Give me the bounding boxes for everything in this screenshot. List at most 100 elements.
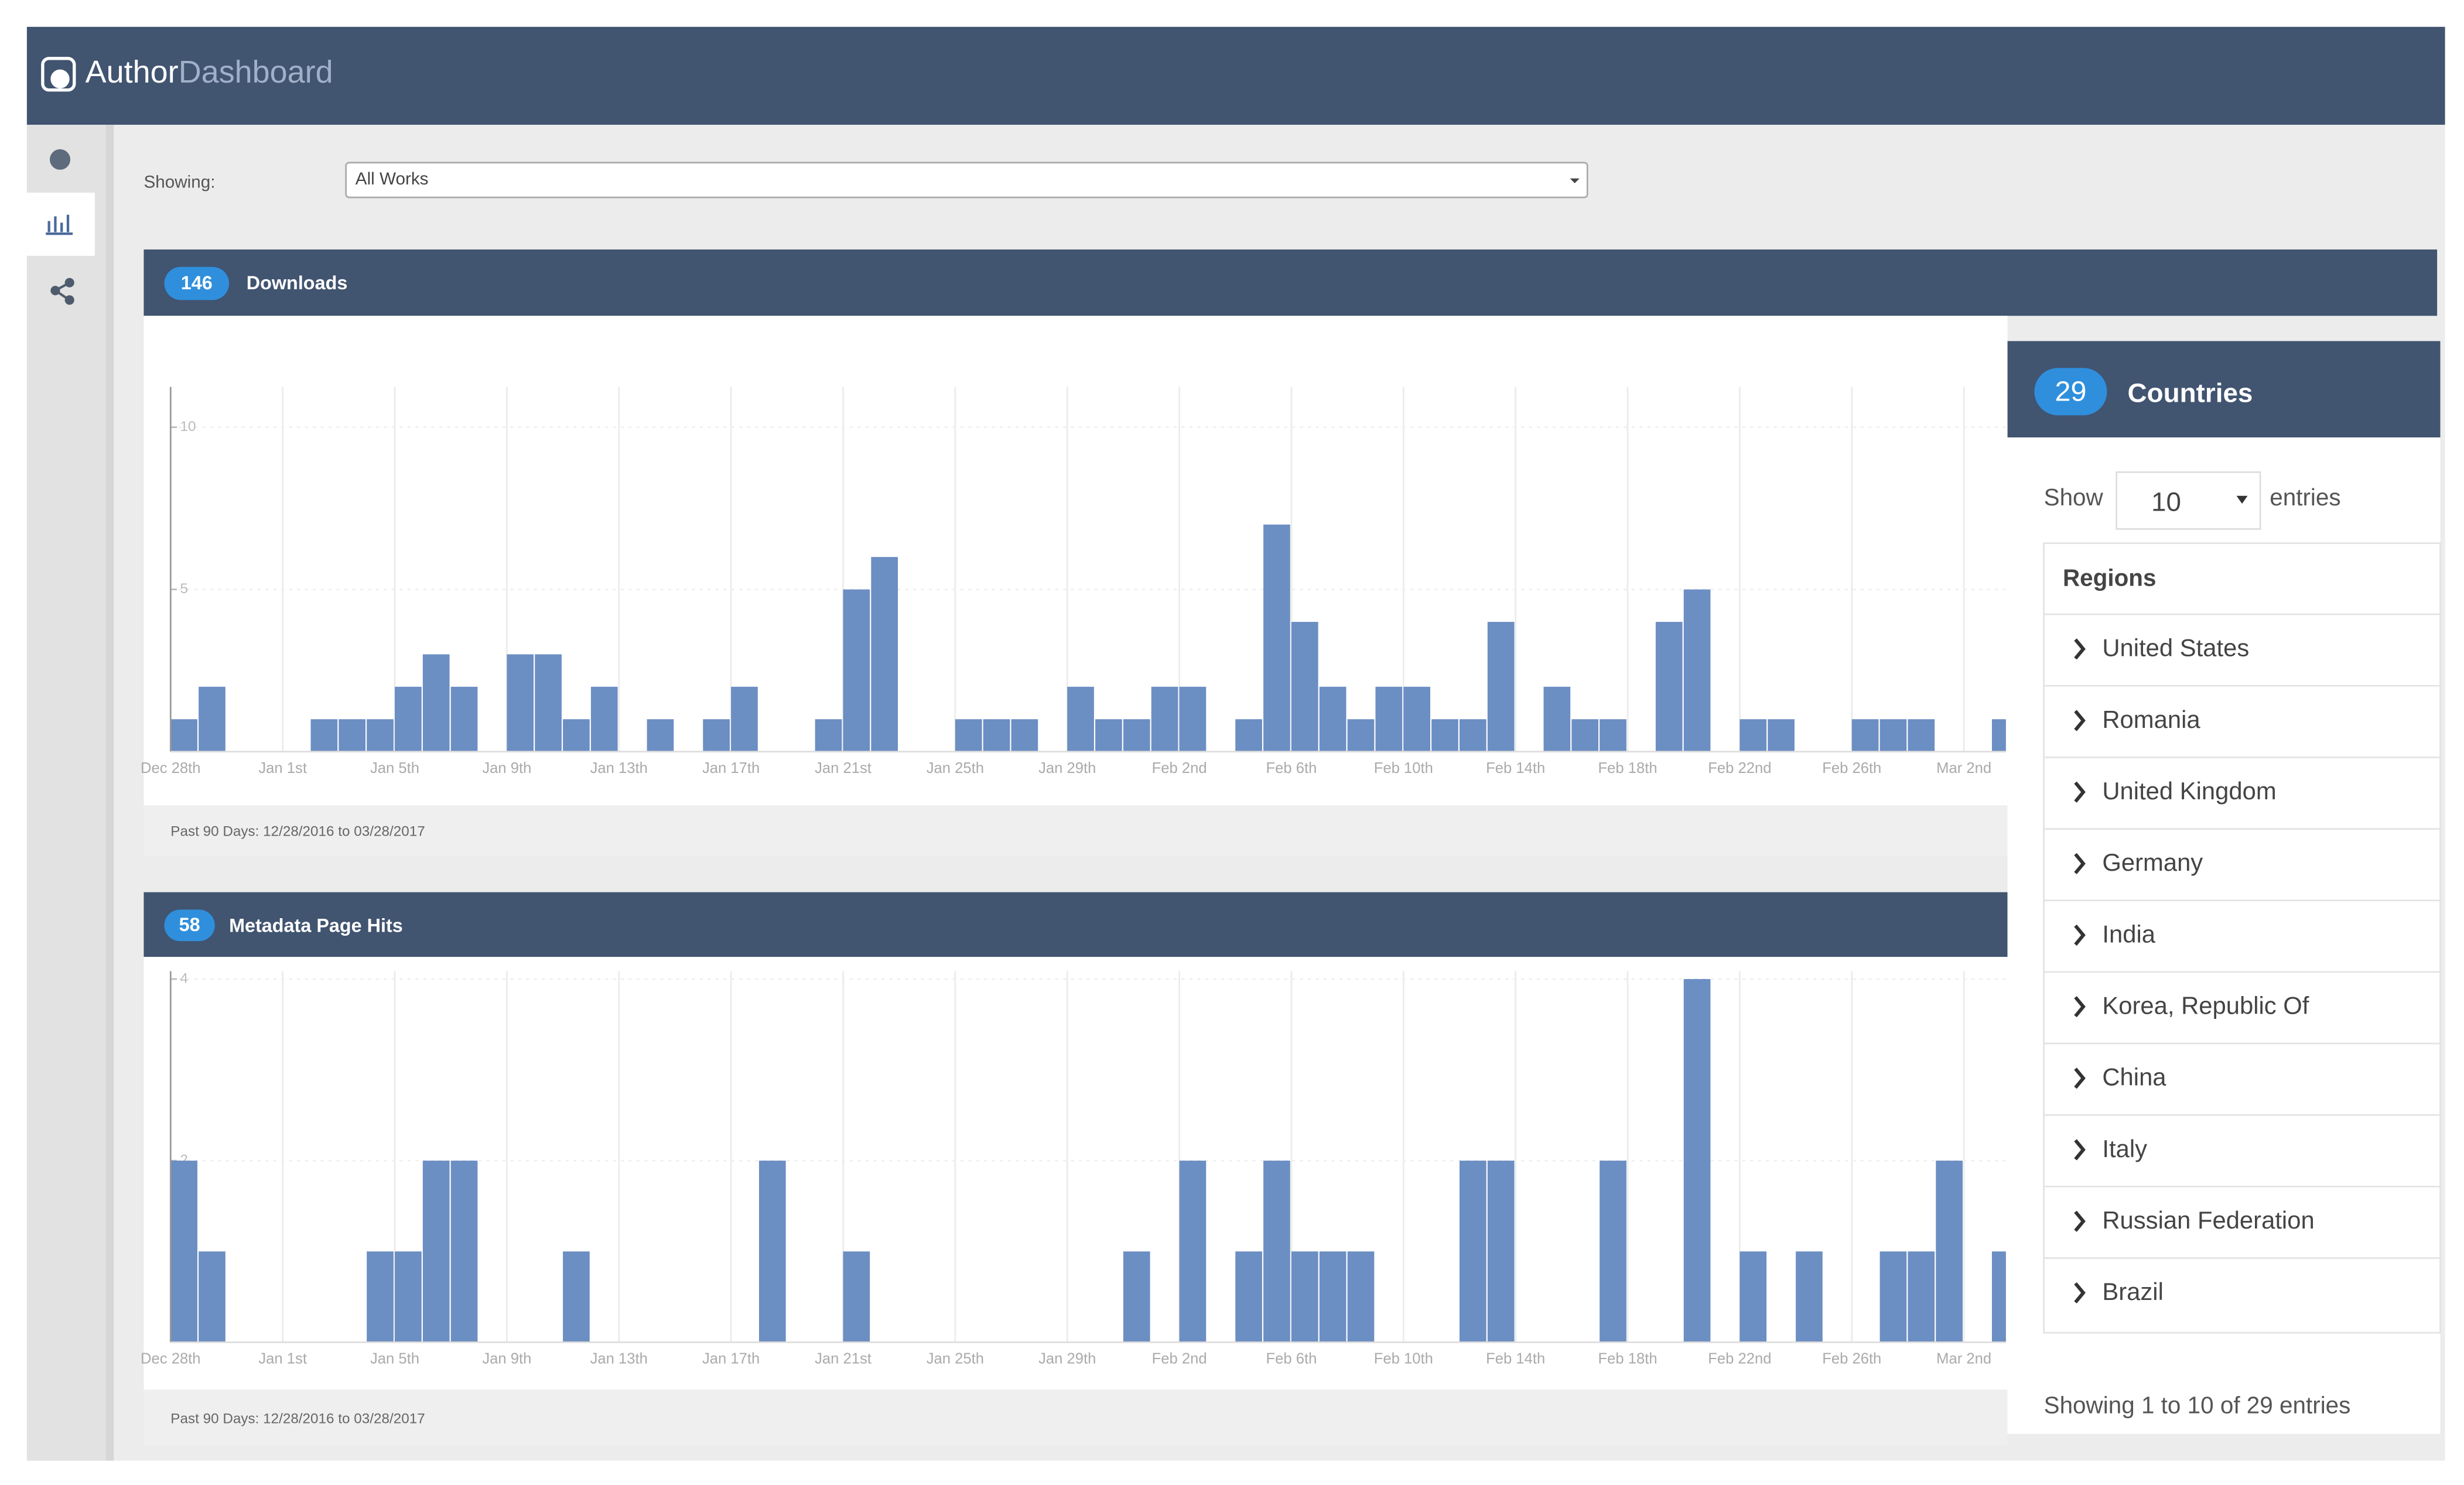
region-name[interactable]: China: [2102, 1063, 2166, 1091]
bar: [1347, 1251, 1375, 1343]
entries-label: entries: [2270, 484, 2340, 511]
bar: [1908, 1251, 1935, 1343]
bar: [1600, 1161, 1626, 1343]
bar: [1431, 719, 1458, 752]
logo-icon: [41, 57, 76, 92]
x-tick-label: Mar 2nd: [1936, 1351, 1991, 1367]
countries-title: Countries: [2128, 378, 2253, 408]
region-name[interactable]: Romania: [2102, 706, 2200, 733]
x-tick-label: Feb 18th: [1598, 1351, 1657, 1367]
panel-header: [143, 892, 2008, 957]
region-name[interactable]: United States: [2102, 634, 2249, 662]
count: 146: [181, 272, 213, 293]
x-tick-label: Feb 14th: [1486, 760, 1545, 776]
x-tick-label: Feb 6th: [1266, 1351, 1317, 1367]
bar: [1291, 622, 1318, 752]
x-tick-label: Feb 2nd: [1152, 760, 1207, 776]
bar: [1011, 719, 1038, 752]
logo-icon-dot: [50, 69, 70, 89]
bar: [1851, 719, 1879, 752]
date-range: Past 90 Days: 12/28/2016 to 03/28/2017: [170, 824, 425, 840]
x-tick-label: Feb 26th: [1822, 1351, 1881, 1367]
x-tick-label: Jan 5th: [370, 760, 419, 776]
bar: [590, 686, 618, 752]
x-tick-label: Jan 29th: [1038, 760, 1096, 776]
share-icon[interactable]: [50, 278, 74, 305]
count-badge: [164, 909, 215, 942]
bar: [1683, 978, 1711, 1343]
expand-chevron[interactable]: [2074, 853, 2086, 874]
panel-footer: [143, 1390, 2008, 1445]
bar: [731, 686, 758, 752]
x-tick-label: Jan 21st: [815, 760, 872, 776]
x-tick-label: Jan 1st: [258, 1351, 307, 1367]
x-tick-label: Jan 1st: [258, 760, 307, 776]
expand-chevron[interactable]: [2074, 1282, 2086, 1303]
bar: [1796, 1251, 1823, 1343]
bar: [1683, 589, 1711, 752]
region-name[interactable]: Korea, Republic Of: [2102, 992, 2309, 1019]
region-name[interactable]: India: [2102, 920, 2155, 947]
chart-icon: [46, 214, 73, 235]
bar: [1403, 686, 1430, 752]
works-select[interactable]: [345, 162, 1588, 199]
x-tick-label: Dec 28th: [141, 1351, 201, 1367]
expand-chevron[interactable]: [2074, 1067, 2086, 1089]
x-tick-label: Jan 17th: [702, 760, 760, 776]
panel-footer: [143, 805, 2008, 856]
globe-icon[interactable]: [50, 149, 71, 170]
bar: [563, 1251, 590, 1343]
x-tick-label: Feb 10th: [1374, 1351, 1433, 1367]
expand-chevron[interactable]: [2074, 781, 2086, 803]
region-name[interactable]: Italy: [2102, 1135, 2147, 1162]
bar: [703, 719, 730, 752]
expand-chevron[interactable]: [2074, 1139, 2086, 1161]
region-name[interactable]: Brazil: [2102, 1278, 2163, 1305]
bar: [422, 1161, 450, 1343]
x-tick-label: Feb 22nd: [1708, 1351, 1771, 1367]
expand-chevron[interactable]: [2074, 996, 2086, 1018]
bar: [1179, 1161, 1207, 1343]
bar: [422, 654, 450, 752]
bar: [1487, 1161, 1515, 1343]
x-tick-label: Feb 14th: [1486, 1351, 1545, 1367]
expand-chevron[interactable]: [2074, 710, 2086, 731]
bar: [1123, 1251, 1150, 1343]
region-name[interactable]: Germany: [2102, 848, 2203, 876]
page-size-select[interactable]: [2116, 471, 2261, 530]
count-badge: [164, 266, 230, 300]
count: 58: [179, 914, 200, 935]
x-tick-label: Jan 9th: [482, 1351, 531, 1367]
bar: [170, 719, 197, 752]
expand-chevron[interactable]: [2074, 638, 2086, 660]
region-name[interactable]: United Kingdom: [2102, 777, 2276, 805]
bar: [1571, 719, 1599, 752]
bar: [1740, 1251, 1767, 1343]
table-info: Showing 1 to 10 of 29 entries: [2044, 1391, 2351, 1418]
region-name[interactable]: Russian Federation: [2102, 1206, 2314, 1234]
bar: [1291, 1251, 1318, 1343]
bar: [339, 719, 366, 752]
bar: [170, 1161, 197, 1343]
bar: [1067, 686, 1094, 752]
bar: [871, 557, 898, 752]
expand-chevron[interactable]: [2074, 924, 2086, 946]
bar: [310, 719, 338, 752]
x-tick-label: Feb 2nd: [1152, 1351, 1207, 1367]
x-tick-label: Jan 17th: [702, 1351, 760, 1367]
bar: [1235, 719, 1262, 752]
x-tick-label: Jan 13th: [590, 760, 648, 776]
region-rows: United States Romania United Kingdom German…: [2043, 613, 2441, 1305]
x-tick-label: Jan 9th: [482, 760, 531, 776]
bar: [367, 1251, 394, 1343]
panel-title: Downloads: [247, 272, 348, 293]
bar: [450, 686, 478, 752]
bar: [367, 719, 394, 752]
bar: [1347, 719, 1375, 752]
logo[interactable]: Author Dashboard: [41, 54, 333, 92]
expand-chevron[interactable]: [2074, 1210, 2086, 1232]
panel-header: [143, 249, 2438, 316]
bar: [395, 1251, 422, 1343]
brand-author: Author: [86, 54, 179, 90]
